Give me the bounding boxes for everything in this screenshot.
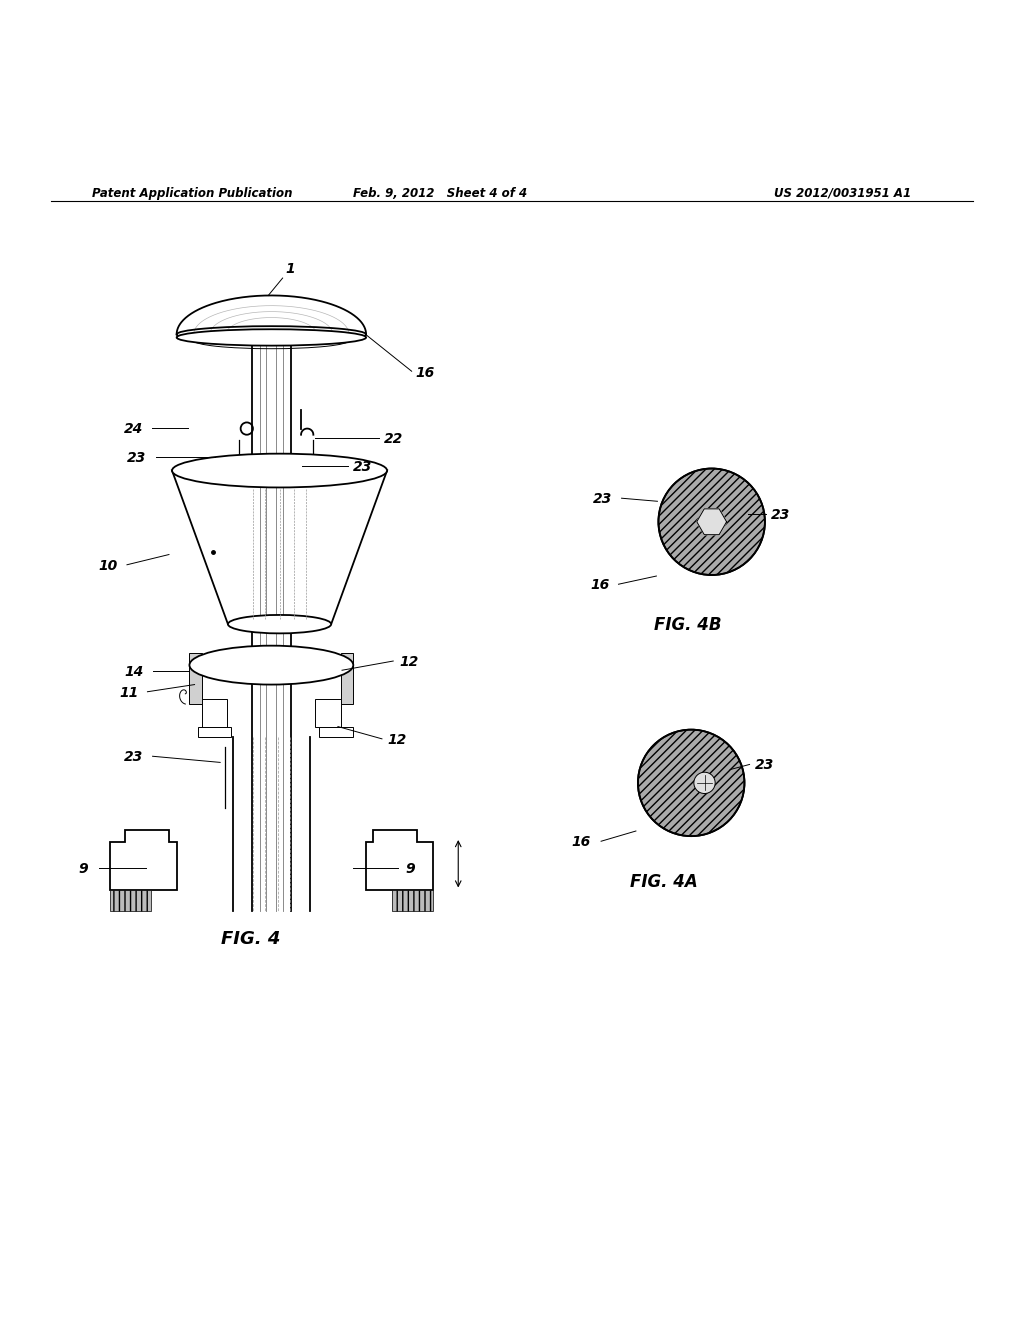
Text: Patent Application Publication: Patent Application Publication: [92, 187, 293, 199]
Text: 23: 23: [353, 461, 373, 474]
Bar: [111, 891, 152, 911]
Text: 23: 23: [593, 492, 612, 507]
Polygon shape: [172, 470, 387, 624]
Circle shape: [638, 730, 744, 836]
Polygon shape: [252, 334, 291, 911]
Bar: [202, 698, 227, 726]
Text: 1: 1: [285, 261, 295, 276]
Text: 9: 9: [406, 862, 415, 876]
Text: 16: 16: [590, 578, 609, 593]
Text: 24: 24: [124, 421, 143, 436]
Text: 11: 11: [119, 686, 138, 700]
Polygon shape: [341, 653, 353, 704]
Bar: [391, 891, 432, 911]
Text: 23: 23: [755, 759, 774, 772]
Text: 12: 12: [399, 655, 419, 669]
Text: 16: 16: [571, 836, 591, 849]
Ellipse shape: [172, 454, 387, 487]
Polygon shape: [177, 296, 367, 334]
Text: 22: 22: [384, 432, 403, 446]
Circle shape: [658, 469, 765, 576]
Text: 23: 23: [124, 750, 143, 764]
Ellipse shape: [177, 329, 367, 346]
Polygon shape: [111, 830, 177, 891]
Bar: [198, 726, 231, 737]
Ellipse shape: [228, 615, 331, 634]
Text: 10: 10: [98, 558, 118, 573]
Text: FIG. 4: FIG. 4: [221, 929, 281, 948]
Text: 23: 23: [127, 451, 146, 465]
Text: US 2012/0031951 A1: US 2012/0031951 A1: [774, 187, 911, 199]
Polygon shape: [367, 830, 432, 891]
Text: 23: 23: [771, 508, 791, 521]
Text: 14: 14: [124, 665, 143, 680]
Text: FIG. 4B: FIG. 4B: [654, 616, 722, 634]
Bar: [315, 698, 341, 726]
Bar: [319, 726, 353, 737]
Text: 9: 9: [79, 862, 88, 876]
Polygon shape: [189, 653, 202, 704]
Text: Feb. 9, 2012   Sheet 4 of 4: Feb. 9, 2012 Sheet 4 of 4: [353, 187, 527, 199]
Text: 12: 12: [387, 733, 407, 747]
Ellipse shape: [189, 645, 353, 685]
Polygon shape: [696, 508, 727, 535]
Circle shape: [694, 772, 715, 793]
Text: FIG. 4A: FIG. 4A: [630, 874, 697, 891]
Text: 16: 16: [416, 366, 435, 380]
